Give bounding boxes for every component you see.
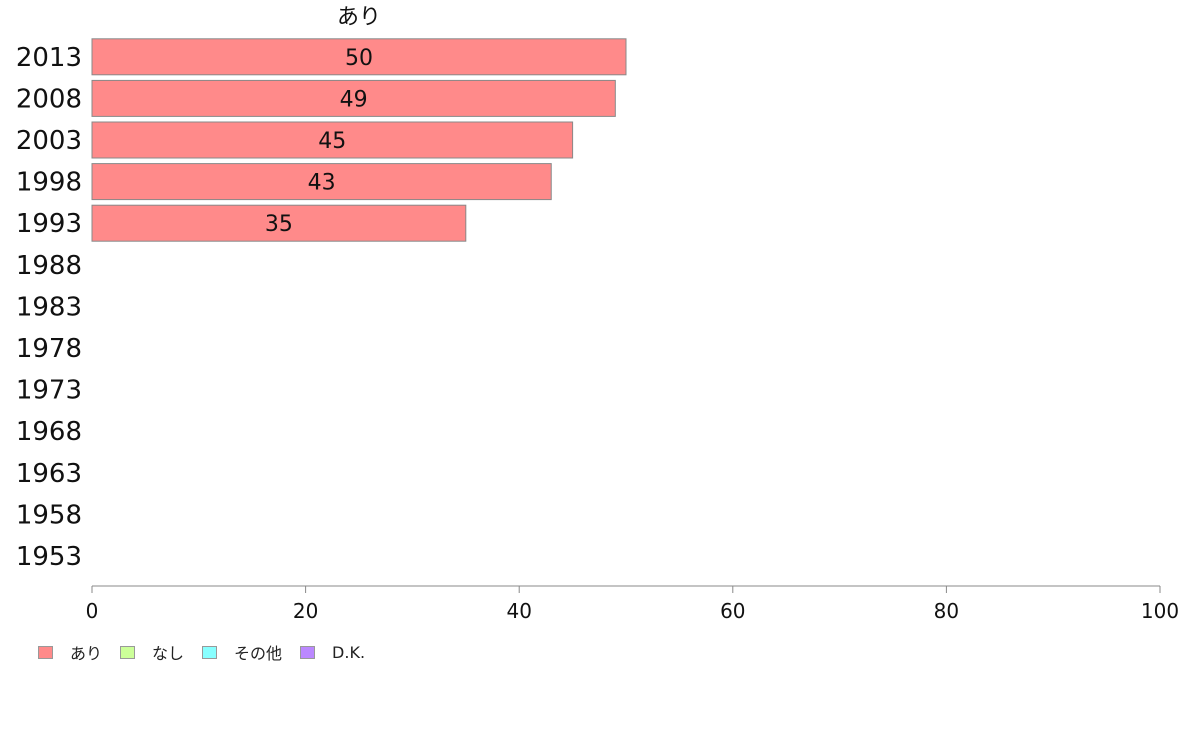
category-label: 1978 — [16, 334, 82, 364]
legend-label: あり — [70, 644, 103, 663]
bar-value-label: 43 — [308, 171, 336, 196]
bar — [91, 204, 467, 242]
category-label: 1953 — [16, 542, 82, 572]
bars-group: 50 49 45 43 35 — [91, 38, 627, 242]
category-label: 1998 — [16, 168, 82, 198]
column-label: あり — [337, 5, 381, 30]
bar-value-label: 45 — [318, 129, 346, 154]
legend-label: D.K. — [332, 642, 366, 662]
bar-value-label: 49 — [340, 87, 368, 112]
bar — [91, 79, 616, 117]
bar-value-label: 50 — [345, 46, 373, 71]
category-label: 1958 — [16, 500, 82, 530]
category-label: 2013 — [16, 43, 82, 73]
category-label: 2008 — [16, 84, 82, 114]
category-label: 1988 — [16, 251, 82, 281]
x-tick-label: 20 — [293, 599, 318, 623]
legend-swatch — [38, 645, 53, 659]
x-tick-label: 40 — [506, 599, 531, 623]
legend: あり なし その他 D.K. — [38, 640, 383, 664]
x-tick-label: 100 — [1141, 599, 1179, 623]
category-label: 1968 — [16, 417, 82, 447]
x-axis: 0 20 40 60 80 100 — [86, 585, 1179, 623]
bar — [91, 38, 627, 76]
legend-swatch — [120, 645, 136, 659]
legend-label: その他 — [234, 644, 283, 663]
legend-swatch — [202, 645, 218, 659]
legend-swatch — [300, 645, 316, 659]
bar — [91, 121, 574, 159]
legend-item: その他 — [202, 640, 282, 664]
bar-value-label: 35 — [265, 212, 293, 237]
category-label: 1983 — [16, 292, 82, 322]
legend-item: なし — [120, 640, 184, 664]
category-label: 1993 — [16, 209, 82, 239]
x-tick-label: 60 — [720, 599, 745, 623]
legend-label: なし — [152, 644, 185, 663]
category-label: 2003 — [16, 126, 82, 156]
category-labels: 2013 2008 2003 1998 1993 1988 1983 1978 1973 1968… — [16, 43, 82, 572]
legend-item: D.K. — [300, 643, 365, 662]
bar — [91, 163, 552, 201]
legend-item: あり — [38, 640, 102, 664]
x-tick-label: 0 — [86, 599, 99, 623]
x-tick-label: 80 — [934, 599, 959, 623]
category-label: 1973 — [16, 376, 82, 406]
category-label: 1963 — [16, 459, 82, 489]
